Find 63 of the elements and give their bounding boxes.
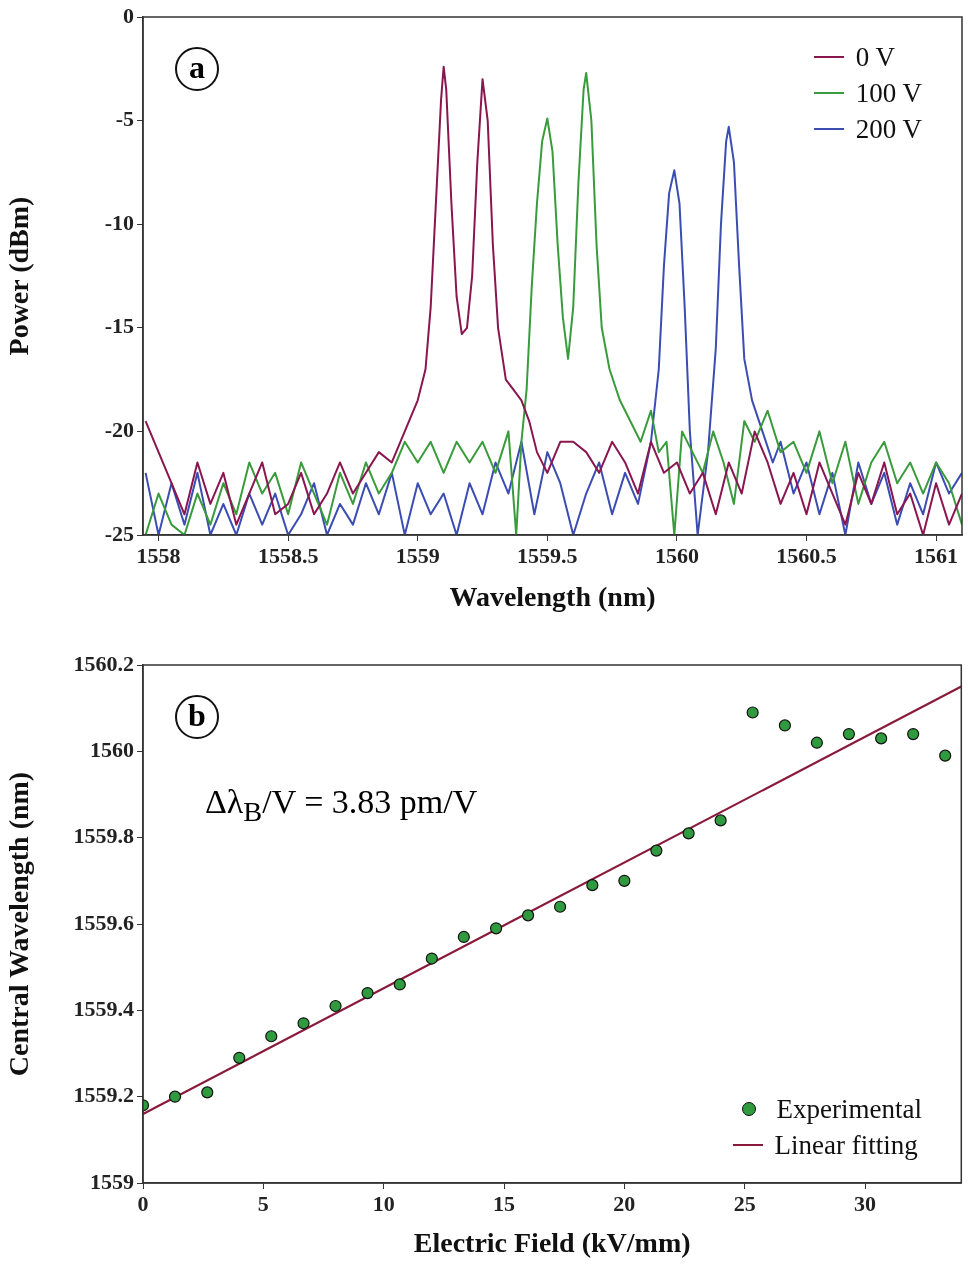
legend-label: Linear fitting: [774, 1129, 918, 1162]
annotation: Δλ$_{B}$/V = 3.83 pm/V: [205, 783, 478, 828]
point: [586, 879, 599, 892]
point: [842, 727, 855, 741]
x-axis-title: Wavelength (nm): [449, 581, 656, 613]
point: [393, 978, 406, 991]
y-tick-label: 1560.2: [73, 650, 134, 676]
point: [618, 874, 631, 887]
x-axis-title: Electric Field (kV/mm): [413, 1227, 691, 1259]
point: [650, 844, 663, 857]
x-tick-label: 15: [493, 1190, 516, 1216]
y-axis-title: Power (dBm): [3, 196, 35, 356]
point: [425, 952, 438, 965]
y-tick-label: 1559: [90, 1168, 134, 1194]
annotation: a: [175, 47, 219, 91]
legend-label: Experimental: [776, 1093, 922, 1126]
point: [297, 1017, 310, 1030]
x-tick-label: 30: [854, 1190, 877, 1216]
point: [553, 900, 567, 913]
x-tick-label: 1559.5: [517, 542, 578, 568]
y-tick-label: 1559.6: [73, 909, 134, 935]
y-tick-label: 1559.8: [73, 823, 134, 849]
x-tick-label: 1560.5: [776, 542, 837, 568]
point: [457, 930, 470, 944]
point: [265, 1030, 278, 1043]
y-tick-label: -10: [104, 209, 134, 235]
point: [168, 1090, 182, 1103]
y-tick-label: 1560: [90, 737, 134, 763]
y-tick-label: -15: [104, 313, 134, 339]
point: [201, 1086, 214, 1099]
point: [682, 827, 695, 840]
y-tick-label: 0: [123, 2, 134, 28]
x-tick-label: 1558: [136, 542, 181, 568]
point: [361, 986, 374, 1000]
point: [810, 736, 823, 749]
y-axis-title: Central Wavelength (nm): [3, 771, 35, 1077]
y-tick-label: -20: [104, 417, 134, 443]
annotation: b: [175, 695, 219, 739]
point: [875, 732, 888, 745]
x-tick-label: 25: [733, 1190, 756, 1216]
x-tick-label: 1558.5: [257, 542, 319, 568]
legend-label: 0 V: [855, 41, 895, 74]
x-tick-label: 10: [372, 1190, 395, 1216]
point: [521, 909, 535, 922]
point: [907, 727, 920, 741]
y-tick-label: 1559.2: [73, 1082, 134, 1108]
legend-label: 100 V: [855, 77, 922, 110]
y-tick-label: -25: [104, 520, 134, 546]
x-tick-label: 1559: [395, 542, 440, 568]
point: [778, 719, 791, 732]
point: [489, 922, 503, 935]
point: [233, 1051, 246, 1064]
legend-label: 200 V: [855, 113, 922, 146]
y-tick-label: 1559.4: [73, 996, 134, 1022]
x-tick-label: 1561: [914, 542, 959, 568]
y-tick-label: -5: [115, 106, 134, 132]
x-tick-label: 5: [257, 1190, 269, 1216]
point: [746, 706, 759, 719]
x-tick-label: 1560: [654, 542, 699, 568]
point: [939, 749, 952, 762]
point: [714, 814, 727, 827]
x-tick-label: 20: [613, 1190, 636, 1216]
point: [329, 999, 342, 1013]
